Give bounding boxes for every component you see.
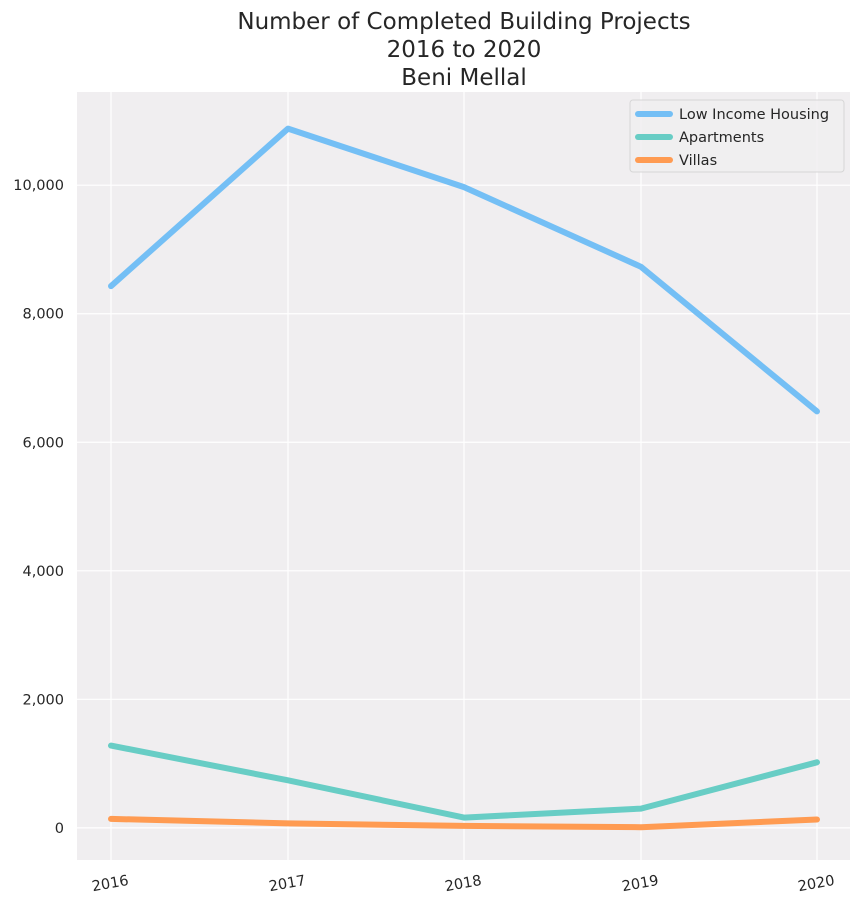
chart-title-line-2: 2016 to 2020: [387, 37, 542, 63]
x-tick-label: 2017: [268, 873, 307, 895]
series-line-0: [108, 125, 820, 415]
x-tick-label: 2018: [444, 873, 483, 895]
chart-title-line-3: Beni Mellal: [401, 65, 526, 91]
legend-box: [629, 99, 845, 173]
y-tick-label: 10,000: [13, 178, 64, 194]
y-tick-label: 8,000: [22, 307, 64, 323]
series-line-2: [108, 815, 820, 831]
y-tick-label: 6,000: [22, 435, 64, 451]
chart-title-line-1: Number of Completed Building Projects: [237, 9, 690, 35]
grid-lines: [77, 92, 850, 860]
legend-label-2: Villas: [679, 153, 717, 169]
series-lines: [108, 125, 820, 831]
legend-label-0: Low Income Housing: [679, 107, 829, 123]
y-axis-ticks: 0 2,000 4,000 6,000 8,000 10,000: [13, 178, 64, 837]
x-axis-ticks: 2016 2017 2018 2019 2020: [91, 873, 836, 895]
y-tick-label: 4,000: [22, 564, 64, 580]
y-tick-label: 0: [55, 821, 64, 837]
y-tick-label: 2,000: [22, 692, 64, 708]
legend: Low Income Housing Apartments Villas: [629, 99, 845, 173]
x-tick-label: 2020: [797, 873, 836, 895]
x-tick-label: 2019: [621, 873, 660, 895]
series-line-1: [108, 742, 820, 821]
x-tick-label: 2016: [91, 873, 130, 895]
legend-label-1: Apartments: [679, 130, 764, 146]
